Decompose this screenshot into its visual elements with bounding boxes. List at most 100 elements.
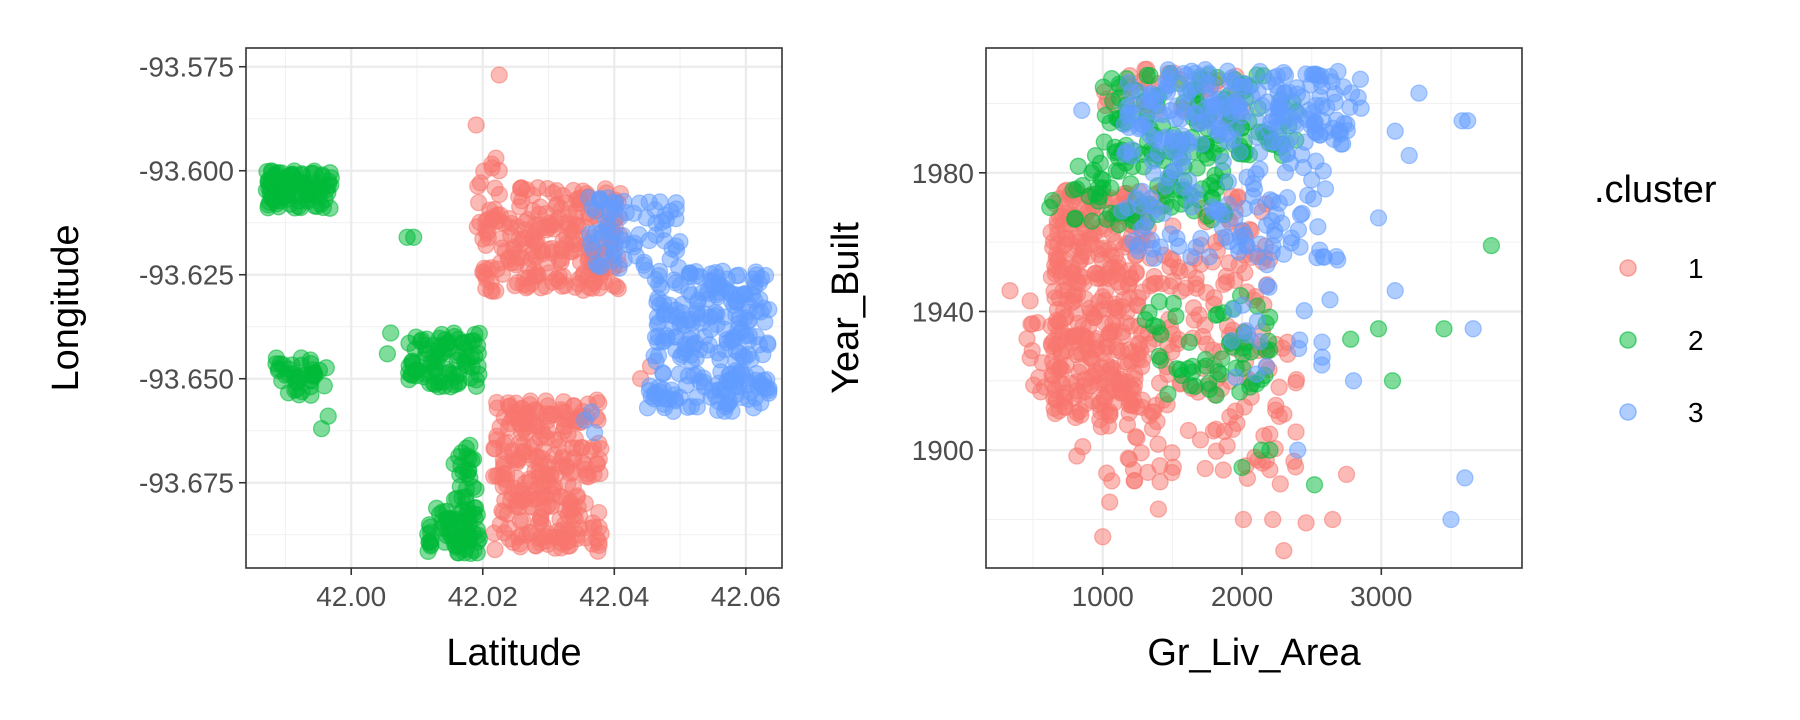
data-point-cluster-2 (1186, 377, 1204, 395)
data-point-cluster-3 (592, 257, 610, 276)
data-point-cluster-1 (1095, 389, 1113, 408)
data-point-cluster-3 (1251, 62, 1269, 81)
panel-border (985, 47, 1523, 569)
data-point-cluster-3 (1128, 237, 1147, 255)
data-point-cluster-1 (564, 477, 582, 496)
data-point-cluster-1 (554, 403, 572, 421)
latitude-longitude-plot: 42.00 42.02 42.04 42.06 -93.575 -93.600 -93.62… (45, 47, 783, 674)
data-point-cluster-1 (1191, 431, 1210, 449)
data-point-cluster-3 (1196, 60, 1214, 79)
data-point-cluster-3 (1464, 320, 1482, 338)
data-point-cluster-1 (1088, 269, 1106, 287)
data-point-cluster-3 (1307, 152, 1325, 170)
data-point-cluster-1 (1092, 418, 1110, 436)
data-point-cluster-3 (1239, 326, 1257, 344)
data-point-cluster-1 (495, 524, 514, 542)
data-point-cluster-3 (1303, 65, 1321, 84)
data-point-cluster-1 (1207, 420, 1225, 438)
data-point-cluster-1 (1107, 338, 1126, 357)
data-points (257, 66, 778, 563)
data-point-cluster-1 (558, 214, 576, 233)
data-point-cluster-3 (1213, 219, 1232, 237)
data-point-cluster-1 (1143, 419, 1162, 438)
data-point-cluster-2 (403, 353, 421, 371)
data-point-cluster-3 (722, 331, 740, 350)
legend-item-3: 3 (1619, 397, 1704, 428)
y-tick-label: 1900 (912, 435, 974, 466)
data-point-cluster-2 (1209, 305, 1227, 323)
data-point-cluster-3 (1073, 101, 1091, 120)
data-point-cluster-1 (591, 464, 609, 483)
data-point-cluster-1 (1101, 493, 1119, 511)
data-point-cluster-2 (378, 345, 397, 363)
data-point-cluster-1 (1146, 274, 1165, 292)
data-point-cluster-2 (309, 178, 327, 196)
x-axis-title: Latitude (446, 632, 581, 674)
data-point-cluster-3 (606, 235, 624, 253)
data-point-cluster-3 (1313, 333, 1331, 351)
legend-key (1620, 332, 1636, 348)
data-point-cluster-2 (1252, 441, 1271, 459)
data-point-cluster-2 (437, 512, 455, 530)
data-point-cluster-1 (1218, 437, 1236, 455)
data-point-cluster-3 (640, 382, 659, 400)
data-point-cluster-3 (655, 332, 673, 350)
data-point-cluster-1 (507, 256, 525, 274)
data-point-cluster-1 (1286, 458, 1305, 476)
data-point-cluster-2 (1159, 385, 1177, 403)
data-point-cluster-1 (1164, 458, 1182, 476)
data-point-cluster-2 (1383, 372, 1402, 390)
data-point-cluster-1 (1323, 510, 1342, 529)
data-point-cluster-1 (1214, 461, 1232, 479)
data-point-cluster-3 (1168, 229, 1186, 247)
data-point-cluster-1 (514, 512, 532, 530)
legend-title: .cluster (1594, 169, 1717, 211)
data-point-cluster-1 (1115, 291, 1133, 309)
data-point-cluster-1 (523, 229, 541, 248)
data-point-cluster-1 (537, 428, 556, 447)
data-point-cluster-1 (1151, 473, 1169, 491)
data-point-cluster-3 (1200, 248, 1218, 266)
living-area-year-built-plot: 1000 2000 3000 1900 1940 1980 Gr_Liv_Area Yea… (825, 47, 1523, 674)
data-point-cluster-2 (382, 324, 400, 342)
data-point-cluster-3 (1123, 147, 1141, 165)
data-point-cluster-1 (497, 471, 516, 489)
data-point-cluster-1 (1234, 510, 1253, 529)
data-point-cluster-1 (566, 235, 584, 253)
data-point-cluster-1 (1044, 232, 1063, 251)
data-point-cluster-1 (1022, 315, 1040, 333)
data-point-cluster-1 (510, 188, 528, 206)
data-point-cluster-1 (1072, 357, 1091, 376)
y-axis-title: Longitude (45, 225, 87, 392)
data-point-cluster-1 (1261, 461, 1279, 479)
data-point-cluster-1 (553, 448, 572, 466)
data-point-cluster-3 (1316, 180, 1335, 198)
data-point-cluster-3 (1140, 196, 1159, 214)
data-point-cluster-3 (645, 347, 663, 365)
data-point-cluster-2 (1305, 476, 1324, 494)
data-point-cluster-3 (750, 274, 769, 292)
y-tick-label: -93.650 (139, 364, 234, 395)
data-point-cluster-1 (1074, 438, 1092, 456)
data-point-cluster-3 (1442, 510, 1460, 529)
data-point-cluster-3 (676, 336, 694, 354)
data-point-cluster-3 (1249, 112, 1267, 131)
data-point-cluster-2 (427, 360, 445, 378)
data-point-cluster-3 (702, 388, 720, 406)
y-tick-label: -93.625 (139, 260, 234, 291)
data-point-cluster-2 (283, 356, 301, 374)
data-point-cluster-3 (1219, 62, 1237, 80)
data-point-cluster-2 (468, 336, 487, 355)
data-point-cluster-1 (1094, 528, 1112, 546)
data-point-cluster-2 (1180, 333, 1198, 351)
data-point-cluster-3 (1344, 372, 1363, 390)
axis-ticks: 42.00 42.02 42.04 42.06 -93.575 -93.600 -93.62… (139, 52, 781, 612)
data-point-cluster-3 (1326, 93, 1344, 112)
y-tick-label: -93.675 (139, 468, 234, 499)
data-point-cluster-1 (490, 162, 508, 180)
data-point-cluster-2 (1342, 330, 1360, 348)
data-point-cluster-1 (1066, 408, 1085, 427)
data-point-cluster-1 (1118, 416, 1137, 434)
data-point-cluster-1 (531, 216, 549, 234)
